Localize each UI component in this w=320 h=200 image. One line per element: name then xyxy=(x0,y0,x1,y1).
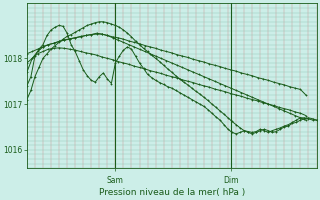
X-axis label: Pression niveau de la mer( hPa ): Pression niveau de la mer( hPa ) xyxy=(99,188,245,197)
